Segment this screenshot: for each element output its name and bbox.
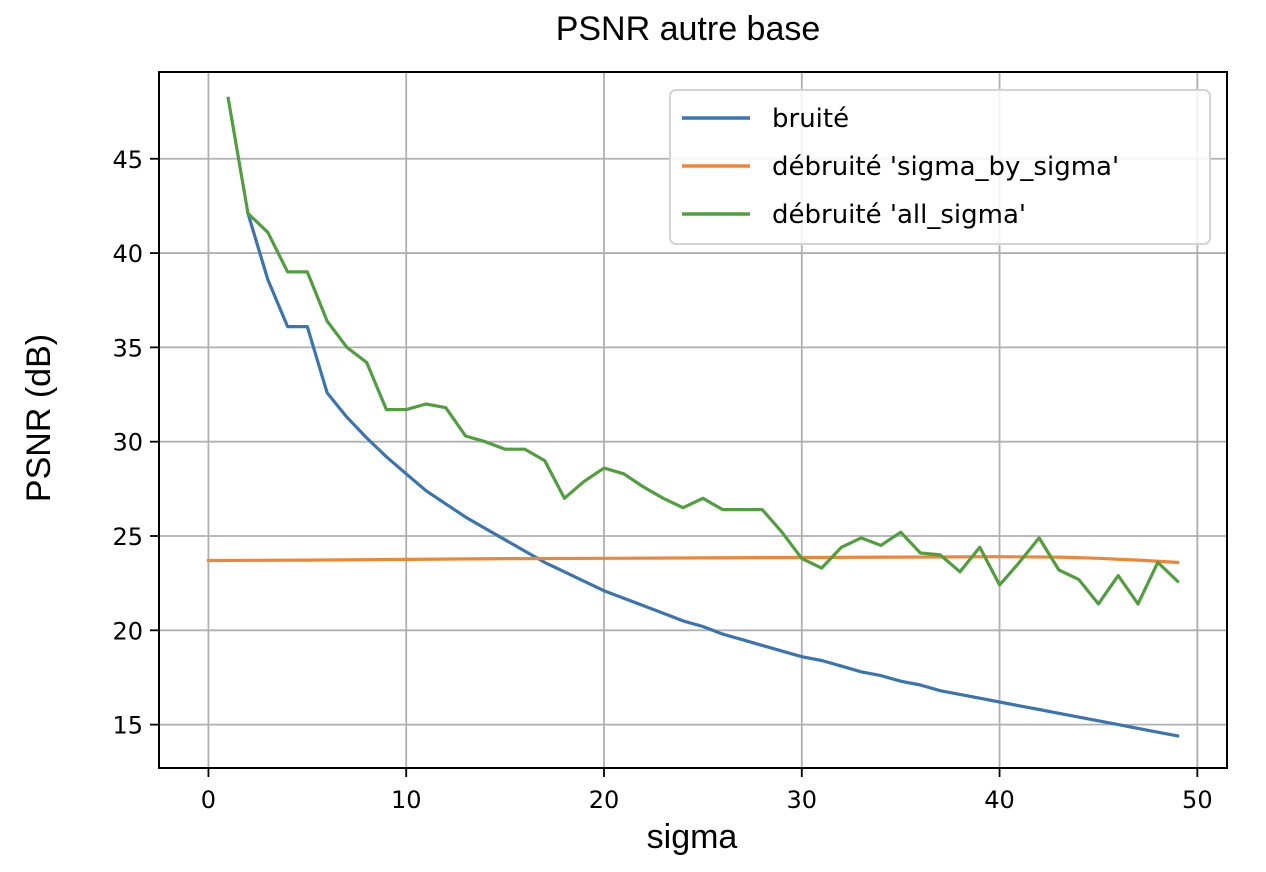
legend: bruité débruité 'sigma_by_sigma' débruité … (669, 89, 1211, 245)
legend-label: débruité 'all_sigma' (772, 200, 1026, 230)
y-tick-label: 15 (112, 712, 143, 740)
y-tick-label: 40 (112, 240, 143, 268)
x-tick-label: 10 (391, 786, 422, 814)
y-tick-label: 35 (112, 334, 143, 362)
x-tick-label: 50 (1182, 786, 1213, 814)
x-axis-label: sigma (647, 818, 738, 856)
legend-label: débruité 'sigma_by_sigma' (772, 152, 1119, 182)
x-tick-label: 40 (984, 786, 1015, 814)
series-line-d-bruit-sigma-by-sigma (206, 555, 1180, 565)
y-tick-label: 30 (112, 429, 143, 457)
y-tick-label: 25 (112, 523, 143, 551)
axis-ticks: 0 10 20 30 40 50 15 20 25 30 35 40 45 (112, 146, 1212, 814)
y-axis-label: PSNR (dB) (20, 334, 58, 502)
legend-box (669, 89, 1211, 245)
x-tick-label: 0 (201, 786, 216, 814)
plot-frame (158, 71, 1228, 769)
series-line-d-bruit-all-sigma (226, 96, 1180, 606)
chart-title: PSNR autre base (556, 10, 821, 48)
series-line-bruit (246, 211, 1180, 738)
x-tick-label: 30 (787, 786, 818, 814)
y-tick-label: 45 (112, 146, 143, 174)
y-tick-label: 20 (112, 617, 143, 645)
x-tick-label: 20 (589, 786, 620, 814)
series-layer (206, 96, 1180, 738)
legend-label: bruité (772, 104, 849, 134)
